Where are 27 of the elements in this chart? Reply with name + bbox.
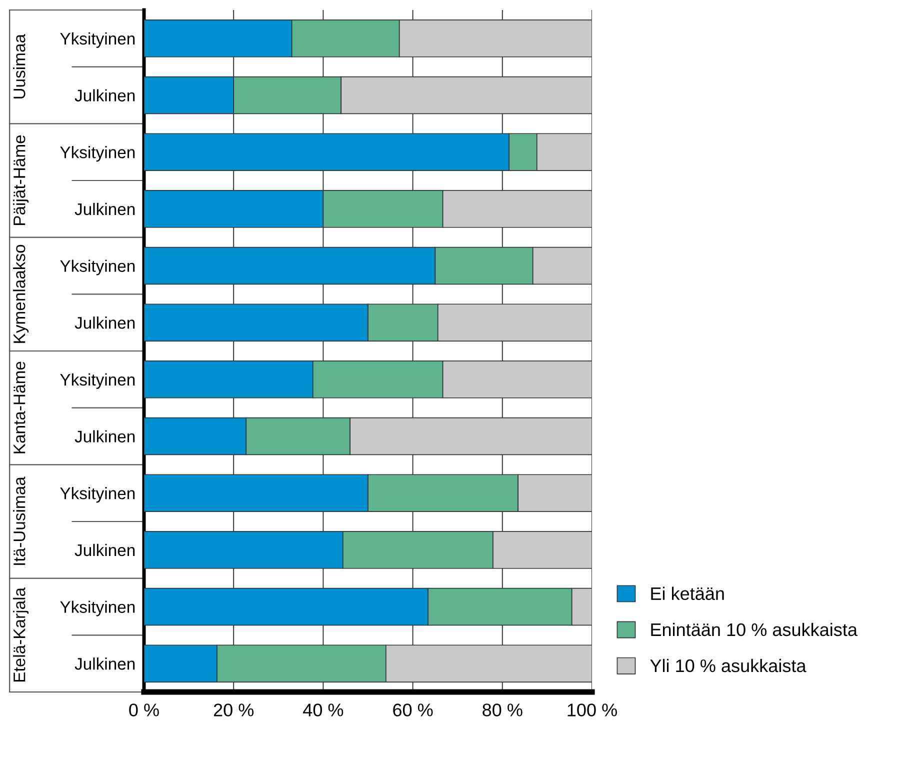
y-tick-label: Yksityinen <box>60 487 135 503</box>
y-tick-label: Yksityinen <box>60 32 135 48</box>
x-tick-label: 0 % <box>129 704 159 716</box>
y-tick-label: Julkinen <box>74 544 135 556</box>
text: Etelä-Karjala <box>13 587 29 682</box>
text: Päijät-Häme <box>13 135 29 225</box>
y-tick-label: Yksityinen <box>60 146 135 162</box>
y-tick-label: Julkinen <box>74 89 135 102</box>
text: Kanta-Häme <box>14 362 26 454</box>
x-tick-label: 80 % <box>482 704 522 716</box>
y-tick-label: Julkinen <box>74 316 135 329</box>
legend-label: Enintään 10 % asukkaista <box>651 622 858 636</box>
text: Kymenlaakso <box>13 244 29 343</box>
text: Uusimaa <box>13 34 26 98</box>
x-tick-label: 20 % <box>214 704 254 716</box>
y-tick-label: Yksityinen <box>60 260 135 276</box>
y-tick-label: Julkinen <box>74 658 135 670</box>
y-tick-label: Julkinen <box>74 202 135 216</box>
legend-label: Ei ketään <box>651 586 724 600</box>
y-tick-label: Julkinen <box>74 430 135 442</box>
y-tick-label: Yksityinen <box>60 373 135 389</box>
x-tick-label: 100 % <box>568 704 617 716</box>
x-tick-label: 60 % <box>393 704 433 716</box>
x-tick-label: 40 % <box>303 704 344 716</box>
legend-label: Yli 10 % asukkaista <box>650 658 806 672</box>
text: Itä-Uusimaa <box>13 476 26 565</box>
y-tick-label: Yksityinen <box>60 600 135 616</box>
